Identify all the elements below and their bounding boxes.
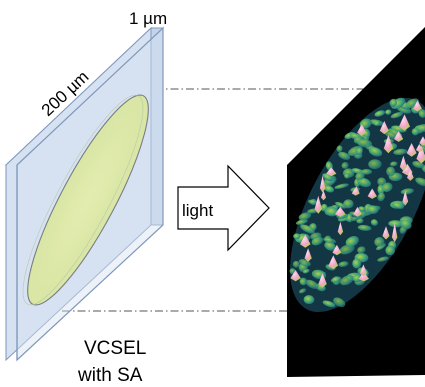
light-label: light bbox=[182, 201, 213, 220]
light-arrow: light bbox=[178, 166, 269, 250]
device-label-line2: with SA bbox=[77, 365, 143, 386]
thickness-label: 1 µm bbox=[129, 9, 167, 28]
lasing-pattern-panel bbox=[261, 27, 425, 377]
device-label-line1: VCSEL bbox=[84, 338, 146, 359]
slab-front-face bbox=[17, 28, 163, 360]
